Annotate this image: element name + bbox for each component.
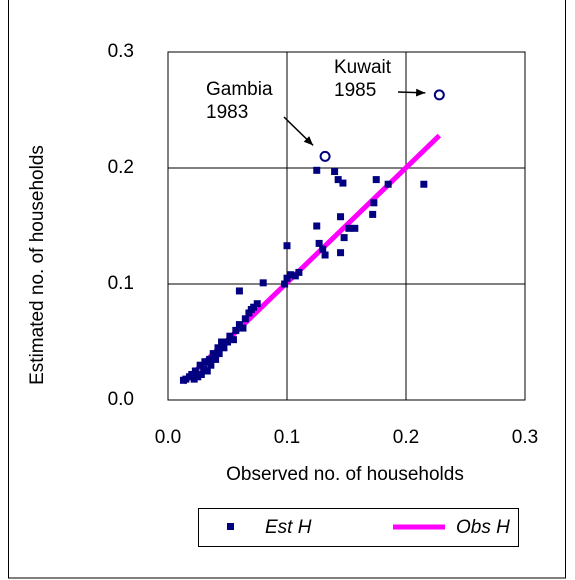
data-point <box>224 338 231 346</box>
data-point <box>241 315 249 323</box>
data-point <box>283 242 291 250</box>
data-point <box>197 370 205 378</box>
data-point <box>337 249 345 257</box>
annotation-text: 1985 <box>334 80 376 101</box>
data-point <box>321 251 329 259</box>
y-axis-title: Estimated no. of households <box>27 145 48 385</box>
annotation-text: 1983 <box>206 102 248 123</box>
data-point <box>188 370 196 378</box>
y-tick-label: 0.3 <box>108 41 134 62</box>
x-axis-title: Observed no. of households <box>226 464 464 485</box>
data-point <box>250 303 258 311</box>
data-point <box>369 210 377 218</box>
data-point <box>259 279 267 287</box>
data-point <box>212 355 220 363</box>
x-tick-label: 0.3 <box>512 427 538 448</box>
data-point <box>319 245 327 253</box>
data-point <box>209 350 217 358</box>
data-point <box>214 344 222 352</box>
data-point <box>182 375 190 383</box>
arrow-head <box>303 136 314 146</box>
data-point <box>345 224 353 232</box>
data-point <box>370 199 378 207</box>
data-point <box>235 287 243 295</box>
data-point <box>384 180 392 188</box>
data-point <box>334 176 342 184</box>
data-point <box>291 272 299 280</box>
y-tick-label: 0.0 <box>108 389 134 410</box>
legend-marker <box>227 523 234 530</box>
legend-box <box>198 508 519 547</box>
data-point <box>190 375 198 383</box>
data-point <box>340 234 348 242</box>
chart-border <box>8 0 566 579</box>
data-point <box>218 338 226 346</box>
data-point <box>313 222 321 230</box>
x-tick-label: 0.2 <box>393 427 419 448</box>
data-point <box>283 274 291 282</box>
data-point <box>196 361 204 369</box>
data-point <box>229 336 237 344</box>
data-point <box>281 280 289 288</box>
data-point <box>206 355 214 363</box>
data-point <box>239 324 247 332</box>
data-point <box>331 167 339 175</box>
data-point <box>287 271 295 279</box>
data-point <box>337 213 345 221</box>
data-point <box>201 358 209 366</box>
data-point <box>215 350 223 358</box>
data-point <box>372 176 380 184</box>
data-point <box>200 365 208 373</box>
annotation-text: Kuwait <box>334 57 392 78</box>
data-point <box>226 332 234 340</box>
data-point <box>339 179 347 187</box>
data-point <box>194 373 202 381</box>
data-point <box>235 321 243 329</box>
outlier-point <box>433 89 445 101</box>
y-tick-label: 0.2 <box>108 157 134 178</box>
data-point <box>295 268 303 276</box>
data-point <box>232 326 240 334</box>
data-point <box>207 361 215 369</box>
data-point <box>420 180 428 188</box>
data-point <box>191 367 199 375</box>
legend-label: Obs H <box>456 517 510 538</box>
data-point <box>253 300 261 308</box>
arrow-head <box>415 88 426 97</box>
x-tick-label: 0.0 <box>155 427 181 448</box>
data-point <box>315 239 323 247</box>
annotation-text: Gambia <box>206 79 273 100</box>
x-tick-label: 0.1 <box>274 427 300 448</box>
y-tick-label: 0.1 <box>108 273 134 294</box>
data-point <box>351 224 359 232</box>
data-point <box>220 344 228 352</box>
legend-label: Est H <box>265 517 312 538</box>
data-point <box>203 367 211 375</box>
outlier-point <box>319 150 331 162</box>
data-point <box>313 166 321 174</box>
